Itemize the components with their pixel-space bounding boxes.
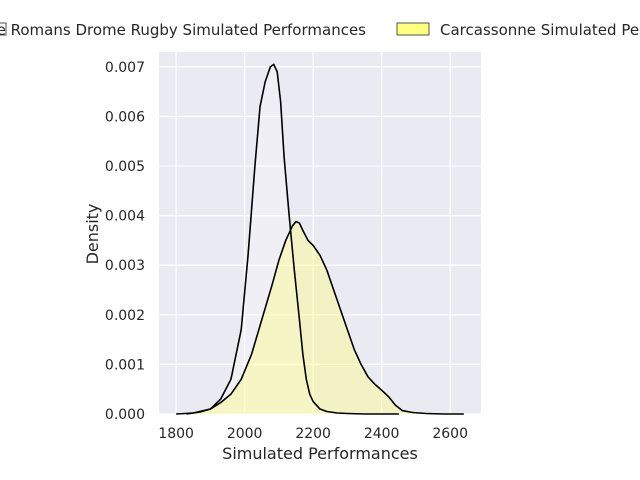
density-areas — [176, 64, 464, 415]
legend-label-carcassonne: Carcassonne Simulated Performances — [440, 21, 640, 39]
density-lines — [176, 63, 464, 415]
y-tick-label: 0.004 — [105, 209, 145, 225]
x-tick-label: 2400 — [364, 426, 400, 442]
x-tick-label: 2200 — [295, 426, 331, 442]
y-tick-label: 0.002 — [105, 308, 145, 324]
y-tick-label: 0.001 — [105, 357, 145, 373]
y-tick-label: 0.003 — [105, 258, 145, 274]
x-tick-label: 2000 — [227, 426, 263, 442]
x-axis-ticks: 1800 2000 2200 2400 2600 — [158, 426, 468, 442]
y-tick-label: 0.005 — [105, 159, 145, 175]
y-axis-ticks: 0.000 0.001 0.002 0.003 0.004 0.005 0.006 0.007 — [105, 60, 145, 423]
y-tick-label: 0.000 — [105, 407, 145, 423]
legend-label-valence: Valence Romans Drome Rugby Simulated Per… — [0, 21, 366, 39]
x-tick-label: 2600 — [432, 426, 468, 442]
x-axis-label: Simulated Performances — [222, 444, 418, 463]
y-axis-label: Density — [83, 204, 102, 265]
density-area-0 — [176, 64, 399, 415]
legend-swatch-carcassonne — [396, 22, 430, 36]
y-tick-label: 0.007 — [105, 60, 145, 76]
density-line-0 — [176, 63, 399, 415]
density-area-1 — [186, 221, 464, 414]
gridlines — [159, 52, 481, 415]
y-tick-label: 0.006 — [105, 109, 145, 125]
legend: Valence Romans Drome Rugby Simulated Per… — [0, 21, 640, 39]
plot-background — [159, 52, 481, 414]
x-tick-label: 1800 — [158, 426, 194, 442]
legend-swatch-valence — [0, 22, 7, 36]
density-line-1 — [186, 220, 464, 415]
